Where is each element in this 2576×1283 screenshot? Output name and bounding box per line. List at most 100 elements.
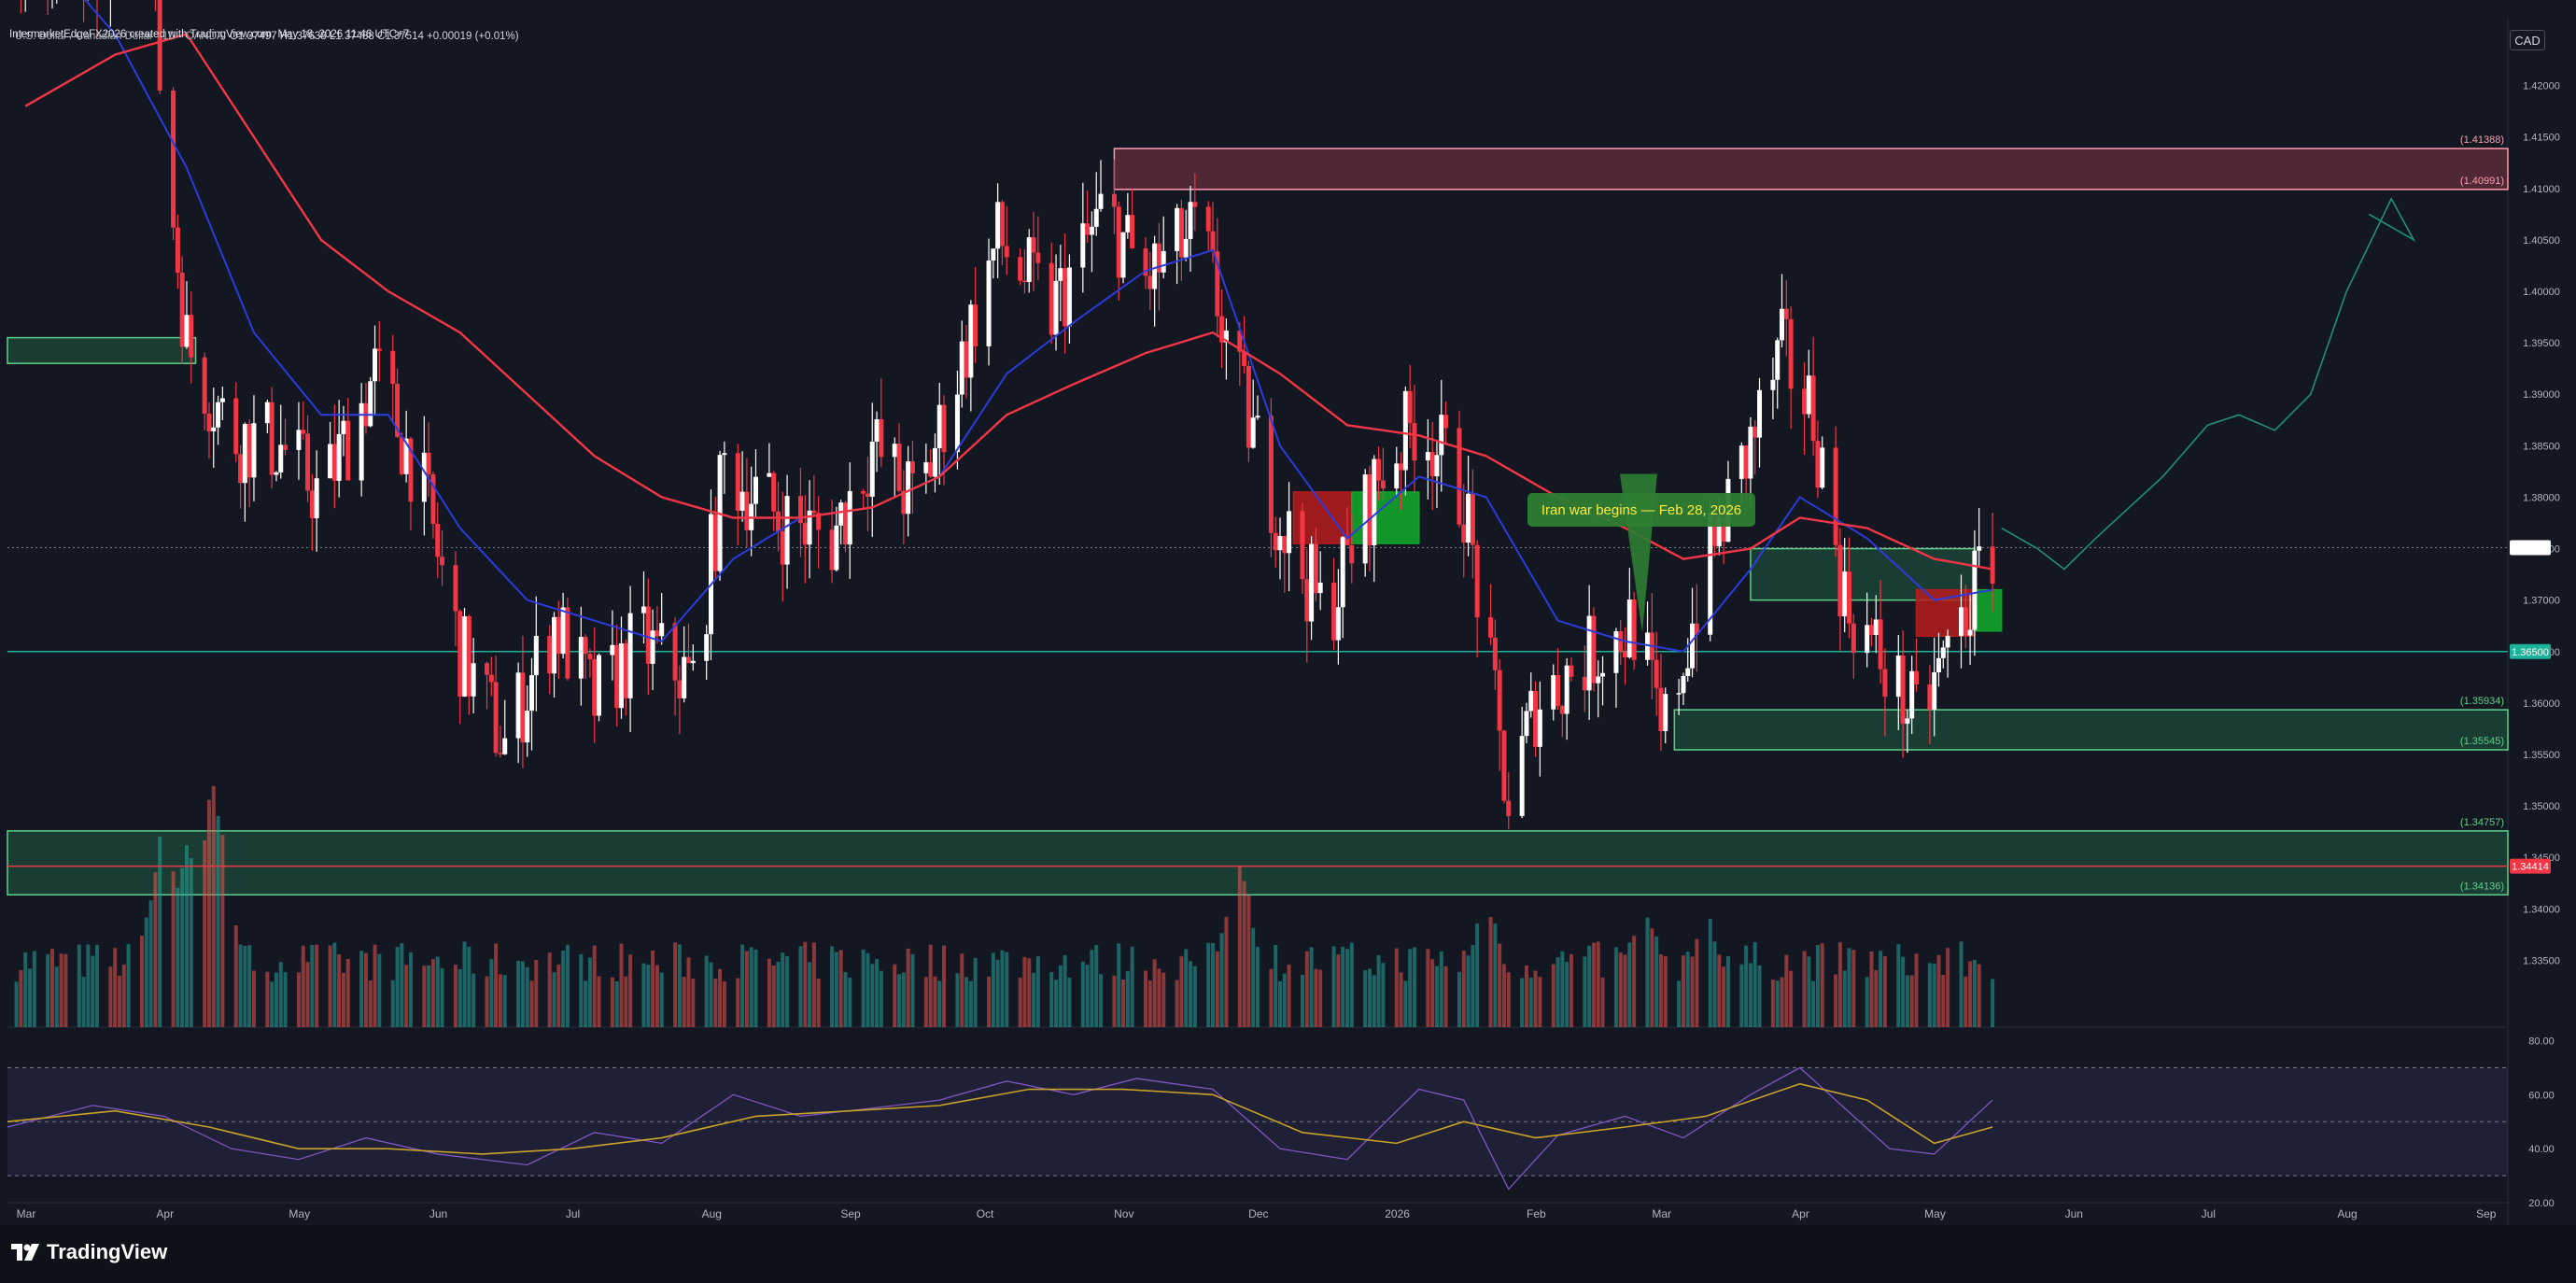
- candle-body: [735, 453, 740, 511]
- volume-bar: [1274, 945, 1278, 1027]
- candle-body: [1913, 670, 1919, 685]
- candle-body: [784, 496, 790, 565]
- volume-bar: [718, 968, 723, 1027]
- volume-bar: [1600, 977, 1605, 1027]
- candle-body: [1600, 672, 1606, 677]
- candle-body: [1246, 365, 1251, 448]
- volume-bar: [153, 872, 158, 1027]
- volume-bar: [1035, 956, 1040, 1027]
- candle-body: [1282, 536, 1288, 554]
- tradingview-logo[interactable]: TradingView: [11, 1240, 167, 1264]
- axis-layer: 1.42000 1.41500 1.41000 1.40500 1.40000 1.395…: [17, 81, 2560, 1220]
- candle-body: [515, 672, 521, 739]
- volume-bar: [552, 972, 556, 1027]
- candle-body: [216, 402, 221, 428]
- candle-body: [1940, 647, 1946, 658]
- volume-bar: [1408, 949, 1413, 1027]
- volume-bar: [305, 962, 310, 1027]
- volume-bar: [1618, 952, 1623, 1027]
- volume-bar: [1018, 978, 1022, 1027]
- candle-body: [1842, 571, 1848, 617]
- candle-body: [1380, 480, 1386, 489]
- candle-body: [440, 557, 445, 566]
- volume-bar: [467, 946, 472, 1027]
- volume-bar: [628, 954, 633, 1027]
- candle-body: [1712, 512, 1718, 547]
- candle-body: [1250, 417, 1256, 448]
- volume-bar: [879, 970, 883, 1027]
- volume-bar: [1443, 966, 1448, 1027]
- candle-body: [1555, 675, 1561, 707]
- volume-bar: [1717, 954, 1722, 1027]
- candle-body: [1900, 655, 1906, 725]
- candle-body: [1470, 493, 1475, 545]
- symbol-title: U.S. Dollar / Canadian Dollar · 1D · OAN…: [15, 31, 224, 42]
- volume-bar: [373, 944, 377, 1027]
- candle-body: [775, 511, 781, 532]
- candle-body: [278, 444, 284, 472]
- volume-bar: [126, 943, 131, 1027]
- candle-body: [453, 565, 458, 612]
- volume-bar: [1632, 936, 1637, 1027]
- volume-bar: [390, 980, 395, 1027]
- projection-path: [2001, 197, 2416, 571]
- candle-body: [296, 430, 302, 450]
- zone-price-label: (1.34136): [2460, 881, 2504, 892]
- candle-body: [1125, 215, 1131, 233]
- volume-bar: [1314, 968, 1318, 1027]
- annotation-text: Iran war begins — Feb 28, 2026: [1541, 502, 1741, 518]
- candle-body: [834, 525, 839, 571]
- volume-bar: [1344, 949, 1349, 1027]
- candle-body: [1098, 193, 1104, 209]
- candle-body: [175, 227, 180, 273]
- candle-body: [583, 637, 588, 655]
- candle-body: [842, 502, 848, 545]
- volume-bar: [713, 979, 718, 1027]
- candle-body: [533, 635, 539, 676]
- candle-body: [1757, 389, 1763, 438]
- volume-bar: [1623, 954, 1627, 1027]
- candle-body: [1058, 268, 1063, 281]
- candle-body: [1708, 512, 1713, 635]
- ohlc-values: O1.37497 H1.37638 L1.37488 C1.37514 +0.0…: [230, 31, 519, 42]
- volume-bar: [251, 970, 256, 1027]
- candle-body: [1753, 426, 1758, 438]
- candle-body: [909, 461, 915, 473]
- candle-body: [430, 473, 436, 524]
- volume-bar: [1287, 964, 1291, 1027]
- volume-bar: [960, 953, 964, 1027]
- volume-bar: [1219, 933, 1224, 1027]
- volume-bar: [1708, 918, 1712, 1027]
- candle-body: [560, 607, 566, 655]
- volume-bar: [121, 964, 126, 1027]
- candle-body: [1551, 675, 1556, 710]
- price-tag: [2510, 858, 2551, 874]
- volume-bar: [673, 942, 678, 1027]
- volume-bar: [1246, 895, 1251, 1027]
- volume-bar: [1520, 978, 1525, 1027]
- volume-bar: [117, 975, 121, 1027]
- candle-body: [869, 441, 875, 497]
- candle-body: [1533, 690, 1539, 747]
- volume-bar: [525, 966, 529, 1027]
- currency-button[interactable]: CAD: [2510, 30, 2545, 50]
- candle-body: [1591, 615, 1597, 684]
- candle-body: [1654, 659, 1659, 688]
- volume-bar: [108, 966, 113, 1027]
- candle-body: [722, 453, 727, 456]
- volume-bar: [1874, 969, 1879, 1027]
- volume-bar: [430, 959, 435, 1027]
- volume-bar: [1837, 941, 1842, 1027]
- volume-bar: [771, 965, 776, 1027]
- volume-bar: [1533, 970, 1538, 1027]
- candle-body: [797, 496, 803, 524]
- volume-bar: [301, 945, 305, 1027]
- volume-bar: [641, 963, 646, 1027]
- candle-body: [1018, 257, 1023, 281]
- volume-bar: [462, 941, 467, 1027]
- price-axis-panel: [2508, 0, 2576, 1225]
- volume-bar: [1403, 980, 1408, 1027]
- candle-body: [1905, 718, 1910, 725]
- volume-bar: [1569, 953, 1573, 1027]
